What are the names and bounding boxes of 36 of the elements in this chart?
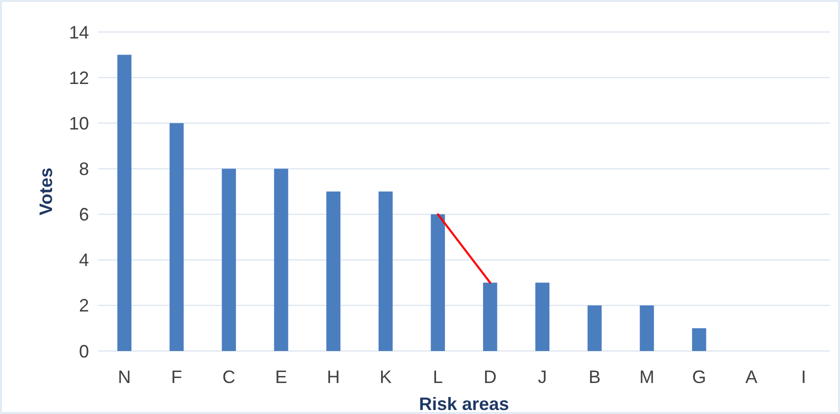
bar [170, 123, 184, 351]
x-tick-label: K [380, 367, 392, 387]
x-tick-label: H [326, 367, 340, 387]
x-tick-label: F [171, 367, 182, 387]
y-tick-label: 0 [78, 341, 89, 362]
y-tick-label: 8 [78, 159, 89, 180]
y-tick-label: 2 [78, 296, 89, 316]
bar [588, 305, 602, 351]
bar [222, 168, 236, 351]
bar [692, 328, 706, 351]
y-tick-label: 4 [78, 250, 89, 270]
bar [326, 192, 340, 351]
x-tick-label: L [432, 367, 443, 387]
bar [274, 168, 288, 351]
bar [483, 282, 498, 351]
x-tick-label: G [692, 367, 706, 387]
y-tick-label: 6 [78, 204, 89, 225]
y-tick-label: 12 [68, 68, 89, 88]
bar [430, 214, 445, 351]
x-tick-label: D [484, 367, 497, 387]
bar [117, 54, 132, 351]
bar [640, 305, 654, 351]
x-tick-label: J [538, 367, 547, 387]
y-axis-title: Votes [36, 168, 56, 216]
x-tick-label: I [801, 367, 806, 387]
x-tick-label: B [588, 367, 601, 387]
y-tick-label: 10 [68, 113, 89, 134]
x-tick-label: C [222, 367, 236, 387]
x-tick-label: E [275, 367, 288, 387]
x-tick-label: N [118, 367, 131, 387]
x-tick-label: M [639, 367, 654, 387]
x-tick-label: A [745, 367, 758, 387]
x-axis-title: Risk areas [418, 394, 510, 414]
bar [378, 192, 393, 351]
bar [535, 282, 550, 351]
y-tick-label: 14 [68, 22, 89, 42]
